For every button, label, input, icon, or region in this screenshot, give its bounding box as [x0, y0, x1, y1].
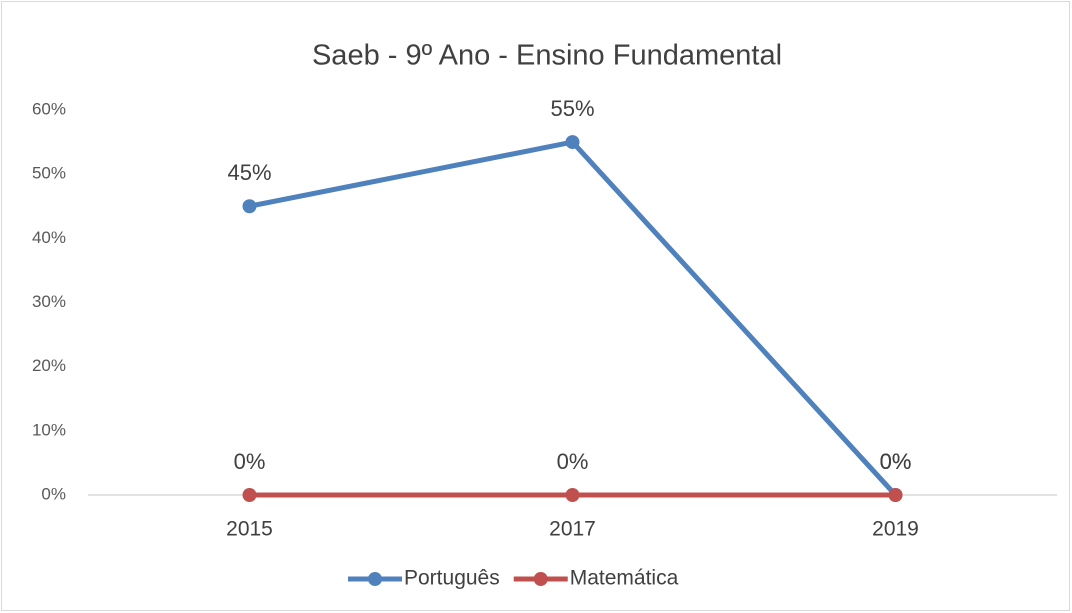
chart-title: Saeb - 9º Ano - Ensino Fundamental [312, 40, 782, 72]
data-point [565, 488, 580, 502]
data-point [242, 199, 257, 214]
data-label: 45% [227, 160, 271, 185]
legend-label: Matemática [570, 567, 679, 590]
x-tick-label: 2019 [872, 518, 919, 541]
y-tick-label: 0% [41, 484, 66, 503]
data-point [242, 488, 257, 502]
x-tick-label: 2017 [549, 518, 596, 541]
y-tick-label: 30% [32, 292, 66, 311]
y-tick-label: 50% [32, 164, 66, 183]
y-tick-label: 40% [32, 228, 66, 247]
data-label: 0% [880, 449, 912, 474]
data-label: 0% [234, 449, 266, 474]
y-tick-label: 10% [32, 420, 66, 439]
legend-label: Português [404, 567, 500, 590]
legend-marker [533, 572, 548, 586]
data-label: 0% [880, 449, 912, 474]
data-label: 0% [557, 449, 589, 474]
legend-marker [368, 572, 382, 586]
x-tick-label: 2015 [226, 518, 273, 541]
y-tick-label: 20% [32, 356, 66, 375]
data-point [565, 135, 580, 150]
data-point [888, 488, 903, 502]
y-tick-label: 60% [32, 99, 66, 118]
data-label: 55% [550, 96, 594, 121]
